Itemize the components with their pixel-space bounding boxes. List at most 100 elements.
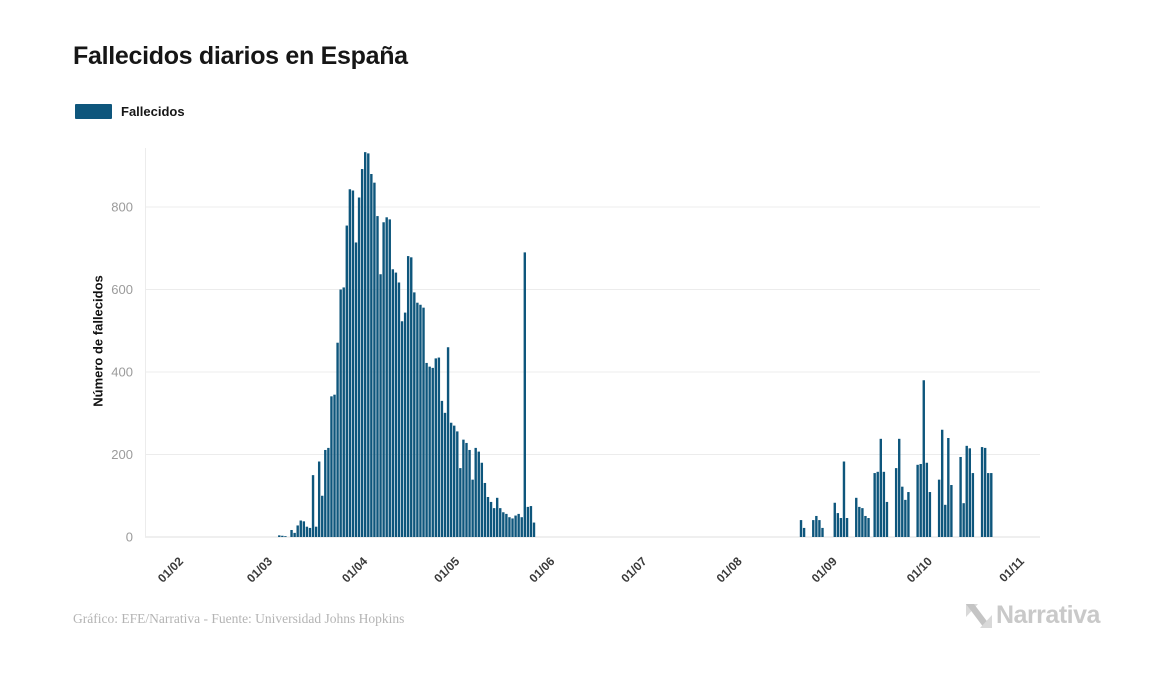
bar[interactable] [342, 287, 345, 537]
bar[interactable] [959, 456, 962, 537]
bar[interactable] [499, 508, 502, 538]
bar[interactable] [799, 520, 803, 537]
bar[interactable] [379, 274, 382, 537]
bar[interactable] [517, 513, 520, 537]
bar[interactable] [406, 256, 410, 537]
bar[interactable] [391, 269, 395, 537]
bar[interactable] [505, 513, 508, 537]
bar[interactable] [867, 518, 870, 537]
bar[interactable] [532, 522, 536, 537]
bar[interactable] [815, 515, 818, 537]
bar[interactable] [858, 506, 861, 537]
bar[interactable] [987, 473, 990, 537]
bar[interactable] [492, 508, 496, 538]
bar[interactable] [968, 448, 971, 537]
bar[interactable] [302, 521, 306, 537]
bar[interactable] [373, 182, 376, 537]
bar[interactable] [351, 190, 355, 538]
bar[interactable] [477, 451, 480, 537]
bar[interactable] [290, 529, 293, 537]
bar[interactable] [416, 302, 419, 537]
bar[interactable] [529, 506, 533, 537]
bar[interactable] [330, 396, 333, 537]
bar[interactable] [833, 502, 836, 537]
bar[interactable] [950, 485, 953, 537]
bar[interactable] [281, 535, 284, 537]
bar[interactable] [431, 367, 434, 538]
bar[interactable] [916, 464, 919, 537]
bar[interactable] [357, 197, 361, 537]
bar[interactable] [354, 242, 358, 538]
bar[interactable] [321, 495, 324, 537]
bar[interactable] [922, 380, 925, 537]
bar[interactable] [376, 216, 379, 537]
bar[interactable] [425, 362, 428, 537]
bar[interactable] [339, 289, 342, 538]
bar[interactable] [471, 479, 474, 537]
bar[interactable] [360, 169, 364, 538]
bar[interactable] [422, 307, 425, 537]
bar[interactable] [370, 174, 373, 537]
bar[interactable] [400, 321, 404, 537]
bar[interactable] [324, 449, 327, 537]
bar[interactable] [486, 496, 490, 537]
bar[interactable] [419, 304, 422, 537]
bar[interactable] [514, 515, 517, 537]
bar[interactable] [940, 429, 944, 537]
bar[interactable] [990, 473, 993, 537]
bar[interactable] [802, 527, 806, 537]
bar[interactable] [502, 512, 505, 537]
bar[interactable] [382, 222, 385, 537]
bar[interactable] [511, 518, 514, 537]
bar[interactable] [845, 518, 849, 537]
bar[interactable] [861, 508, 864, 538]
bar[interactable] [842, 461, 846, 537]
bar[interactable] [882, 471, 886, 537]
bar[interactable] [523, 252, 526, 538]
bar[interactable] [456, 431, 459, 537]
bar[interactable] [904, 499, 907, 538]
bar[interactable] [480, 462, 484, 537]
bar[interactable] [483, 482, 487, 537]
bar[interactable] [855, 497, 858, 537]
bar[interactable] [437, 357, 441, 537]
bar[interactable] [839, 518, 843, 537]
bar[interactable] [443, 412, 447, 537]
bar[interactable] [327, 447, 330, 537]
bar[interactable] [311, 475, 315, 538]
bar[interactable] [336, 342, 339, 537]
bar[interactable] [928, 492, 932, 537]
bar[interactable] [284, 536, 287, 537]
bar[interactable] [925, 462, 929, 537]
bar[interactable] [278, 535, 281, 537]
bar[interactable] [385, 217, 388, 537]
bar[interactable] [440, 400, 444, 538]
bar[interactable] [468, 449, 471, 537]
bar[interactable] [474, 447, 477, 537]
bar[interactable] [459, 468, 462, 537]
bar[interactable] [434, 358, 437, 537]
bar[interactable] [947, 438, 950, 537]
bar[interactable] [403, 312, 407, 537]
bar[interactable] [388, 219, 391, 538]
bar[interactable] [367, 153, 370, 538]
bar[interactable] [495, 497, 499, 537]
legend[interactable]: Fallecidos [75, 104, 185, 119]
bar[interactable] [983, 447, 987, 537]
bar[interactable] [965, 445, 968, 537]
bar[interactable] [348, 189, 352, 537]
bar[interactable] [812, 520, 815, 537]
bar[interactable] [489, 501, 493, 537]
bar[interactable] [299, 520, 302, 538]
bar[interactable] [305, 526, 309, 537]
bar[interactable] [410, 257, 413, 537]
bar[interactable] [449, 422, 453, 537]
bar[interactable] [944, 504, 947, 537]
bar[interactable] [397, 282, 401, 537]
bar[interactable] [345, 225, 348, 537]
bar[interactable] [873, 473, 876, 537]
bar[interactable] [907, 492, 910, 537]
bar[interactable] [864, 515, 867, 537]
bar[interactable] [314, 526, 318, 537]
bar[interactable] [508, 517, 511, 537]
